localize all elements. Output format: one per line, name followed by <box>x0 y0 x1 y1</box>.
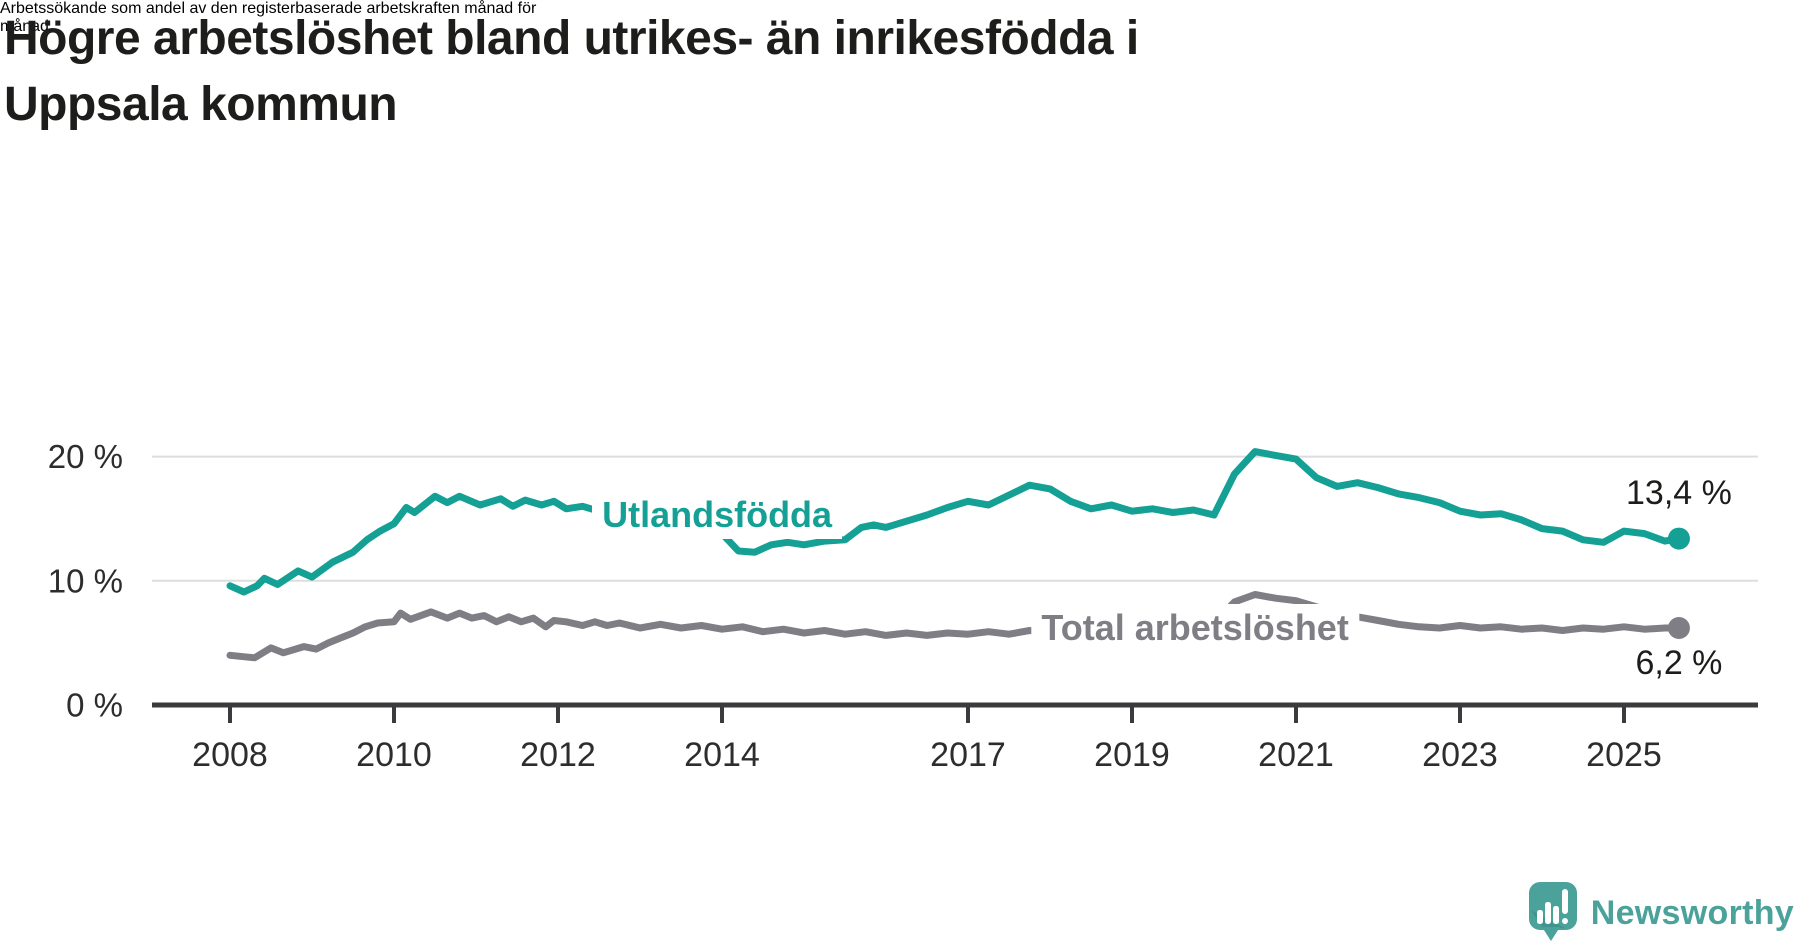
end-value-label-utlandsfodda: 13,4 % <box>1626 473 1732 512</box>
x-tick-label: 2008 <box>192 736 268 774</box>
series-end-dot-1 <box>1667 616 1690 639</box>
series-label-total-arbetsloshet: Total arbetslöshet <box>1031 603 1359 652</box>
end-value-label-total: 6,2 % <box>1635 643 1723 682</box>
series-line-1 <box>226 591 1683 662</box>
newsworthy-logo-icon <box>1528 882 1577 941</box>
series-end-dot-0 <box>1667 527 1690 550</box>
newsworthy-logo: Newsworthy <box>1528 882 1794 944</box>
x-tick-label: 2017 <box>930 736 1006 774</box>
title-line-2: Uppsala kommun <box>4 78 398 132</box>
series-line-0 <box>226 448 1683 596</box>
title-line-1: Högre arbetslöshet bland utrikes- än inr… <box>4 12 1139 65</box>
page-title: Högre arbetslöshet bland utrikes- än inr… <box>4 6 1564 138</box>
newsworthy-logo-text: Newsworthy <box>1590 893 1794 932</box>
y-tick-label: 10 % <box>48 562 123 599</box>
x-tick-label: 2012 <box>520 736 596 774</box>
subtitle-line-2: månad. <box>0 18 54 35</box>
series-label-utlandsfodda: Utlandsfödda <box>592 490 843 539</box>
x-tick-label: 2021 <box>1258 736 1334 774</box>
x-tick-label: 2014 <box>684 736 760 774</box>
y-tick-label: 20 % <box>48 438 123 475</box>
x-tick-label: 2010 <box>356 736 432 774</box>
x-tick-label: 2025 <box>1586 736 1662 774</box>
x-tick-label: 2023 <box>1422 736 1498 774</box>
subtitle-line-1: Arbetssökande som andel av den registerb… <box>0 0 537 17</box>
x-tick-label: 2019 <box>1094 736 1170 774</box>
y-tick-label: 0 % <box>66 687 123 724</box>
